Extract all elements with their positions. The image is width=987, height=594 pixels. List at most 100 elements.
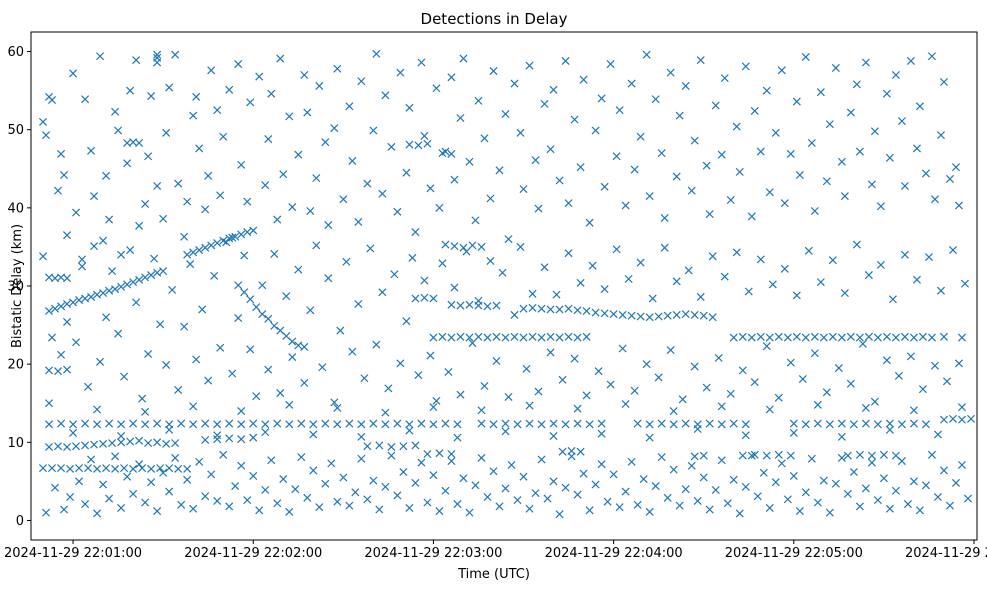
data-point [270, 249, 279, 258]
data-point [765, 188, 774, 197]
marker-stroke [69, 428, 78, 437]
data-point [675, 501, 684, 510]
marker-stroke [120, 372, 129, 381]
marker-stroke [774, 450, 783, 459]
data-point [153, 268, 162, 277]
marker-stroke [708, 252, 717, 261]
marker-stroke [591, 126, 600, 135]
marker-stroke [693, 496, 702, 505]
y-tick-label: 40 [7, 201, 24, 216]
data-point [480, 382, 489, 391]
marker-stroke [690, 310, 699, 319]
data-point [501, 110, 510, 119]
marker-stroke [51, 304, 60, 313]
marker-stroke [372, 340, 381, 349]
marker-stroke [501, 427, 510, 436]
marker-stroke [528, 332, 537, 341]
marker-stroke [324, 221, 333, 230]
marker-stroke [438, 332, 447, 341]
data-point [549, 477, 558, 486]
marker-stroke [843, 489, 852, 498]
marker-stroke [480, 134, 489, 143]
data-point [864, 332, 873, 341]
marker-stroke [654, 373, 663, 382]
data-point [891, 486, 900, 495]
data-point [957, 403, 967, 412]
marker-stroke [192, 355, 201, 364]
data-point [876, 202, 885, 211]
data-point [339, 473, 348, 482]
marker-stroke [531, 156, 540, 165]
marker-stroke [321, 138, 330, 147]
marker-stroke [882, 89, 891, 98]
data-point [44, 366, 54, 375]
marker-stroke [810, 206, 819, 215]
marker-stroke [114, 126, 123, 135]
data-point [612, 152, 621, 161]
data-point [777, 459, 786, 468]
marker-stroke [549, 477, 558, 486]
data-point [447, 333, 456, 342]
data-point [705, 210, 714, 219]
data-point [855, 450, 864, 459]
marker-stroke [285, 420, 294, 429]
marker-stroke [672, 172, 681, 181]
data-point [843, 451, 852, 460]
data-point [243, 197, 252, 206]
data-point [99, 236, 108, 245]
marker-stroke [189, 248, 198, 257]
data-point [867, 458, 876, 467]
marker-stroke [573, 490, 582, 499]
marker-stroke [711, 485, 720, 495]
data-point [792, 291, 801, 300]
data-point [90, 242, 99, 251]
data-point [603, 497, 612, 506]
data-point [276, 389, 285, 398]
marker-stroke [222, 238, 231, 247]
data-point [504, 235, 513, 244]
marker-stroke [453, 433, 462, 442]
data-point [144, 439, 153, 448]
marker-stroke [720, 272, 729, 281]
marker-stroke [882, 332, 891, 341]
data-point [645, 433, 654, 442]
marker-stroke [681, 81, 690, 90]
marker-stroke [81, 95, 90, 104]
marker-stroke [141, 273, 150, 282]
data-point [612, 245, 621, 254]
data-point [126, 86, 135, 95]
marker-stroke [597, 94, 606, 103]
data-point [105, 215, 114, 224]
data-point [720, 272, 729, 281]
data-point [519, 185, 528, 194]
data-point [81, 441, 90, 450]
marker-stroke [441, 147, 450, 156]
data-point [837, 453, 846, 462]
data-point [774, 450, 783, 459]
marker-stroke [735, 167, 744, 176]
data-point [252, 392, 261, 401]
marker-stroke [957, 403, 967, 412]
marker-stroke [741, 482, 750, 491]
data-point [510, 79, 519, 88]
marker-stroke [501, 484, 510, 493]
marker-stroke [165, 425, 174, 434]
marker-stroke [663, 311, 672, 320]
data-point [885, 419, 894, 428]
data-point [261, 485, 270, 495]
data-point [138, 464, 147, 473]
marker-stroke [126, 246, 135, 255]
data-point [576, 278, 585, 287]
marker-stroke [882, 356, 891, 365]
data-point [423, 498, 432, 507]
data-point [732, 248, 741, 257]
marker-stroke [72, 338, 81, 347]
marker-stroke [38, 252, 48, 261]
data-point [126, 246, 135, 255]
data-point [882, 356, 891, 365]
data-point [189, 402, 198, 411]
marker-stroke [327, 459, 336, 468]
data-point [195, 246, 204, 255]
marker-stroke [627, 311, 636, 320]
data-point [102, 464, 111, 473]
